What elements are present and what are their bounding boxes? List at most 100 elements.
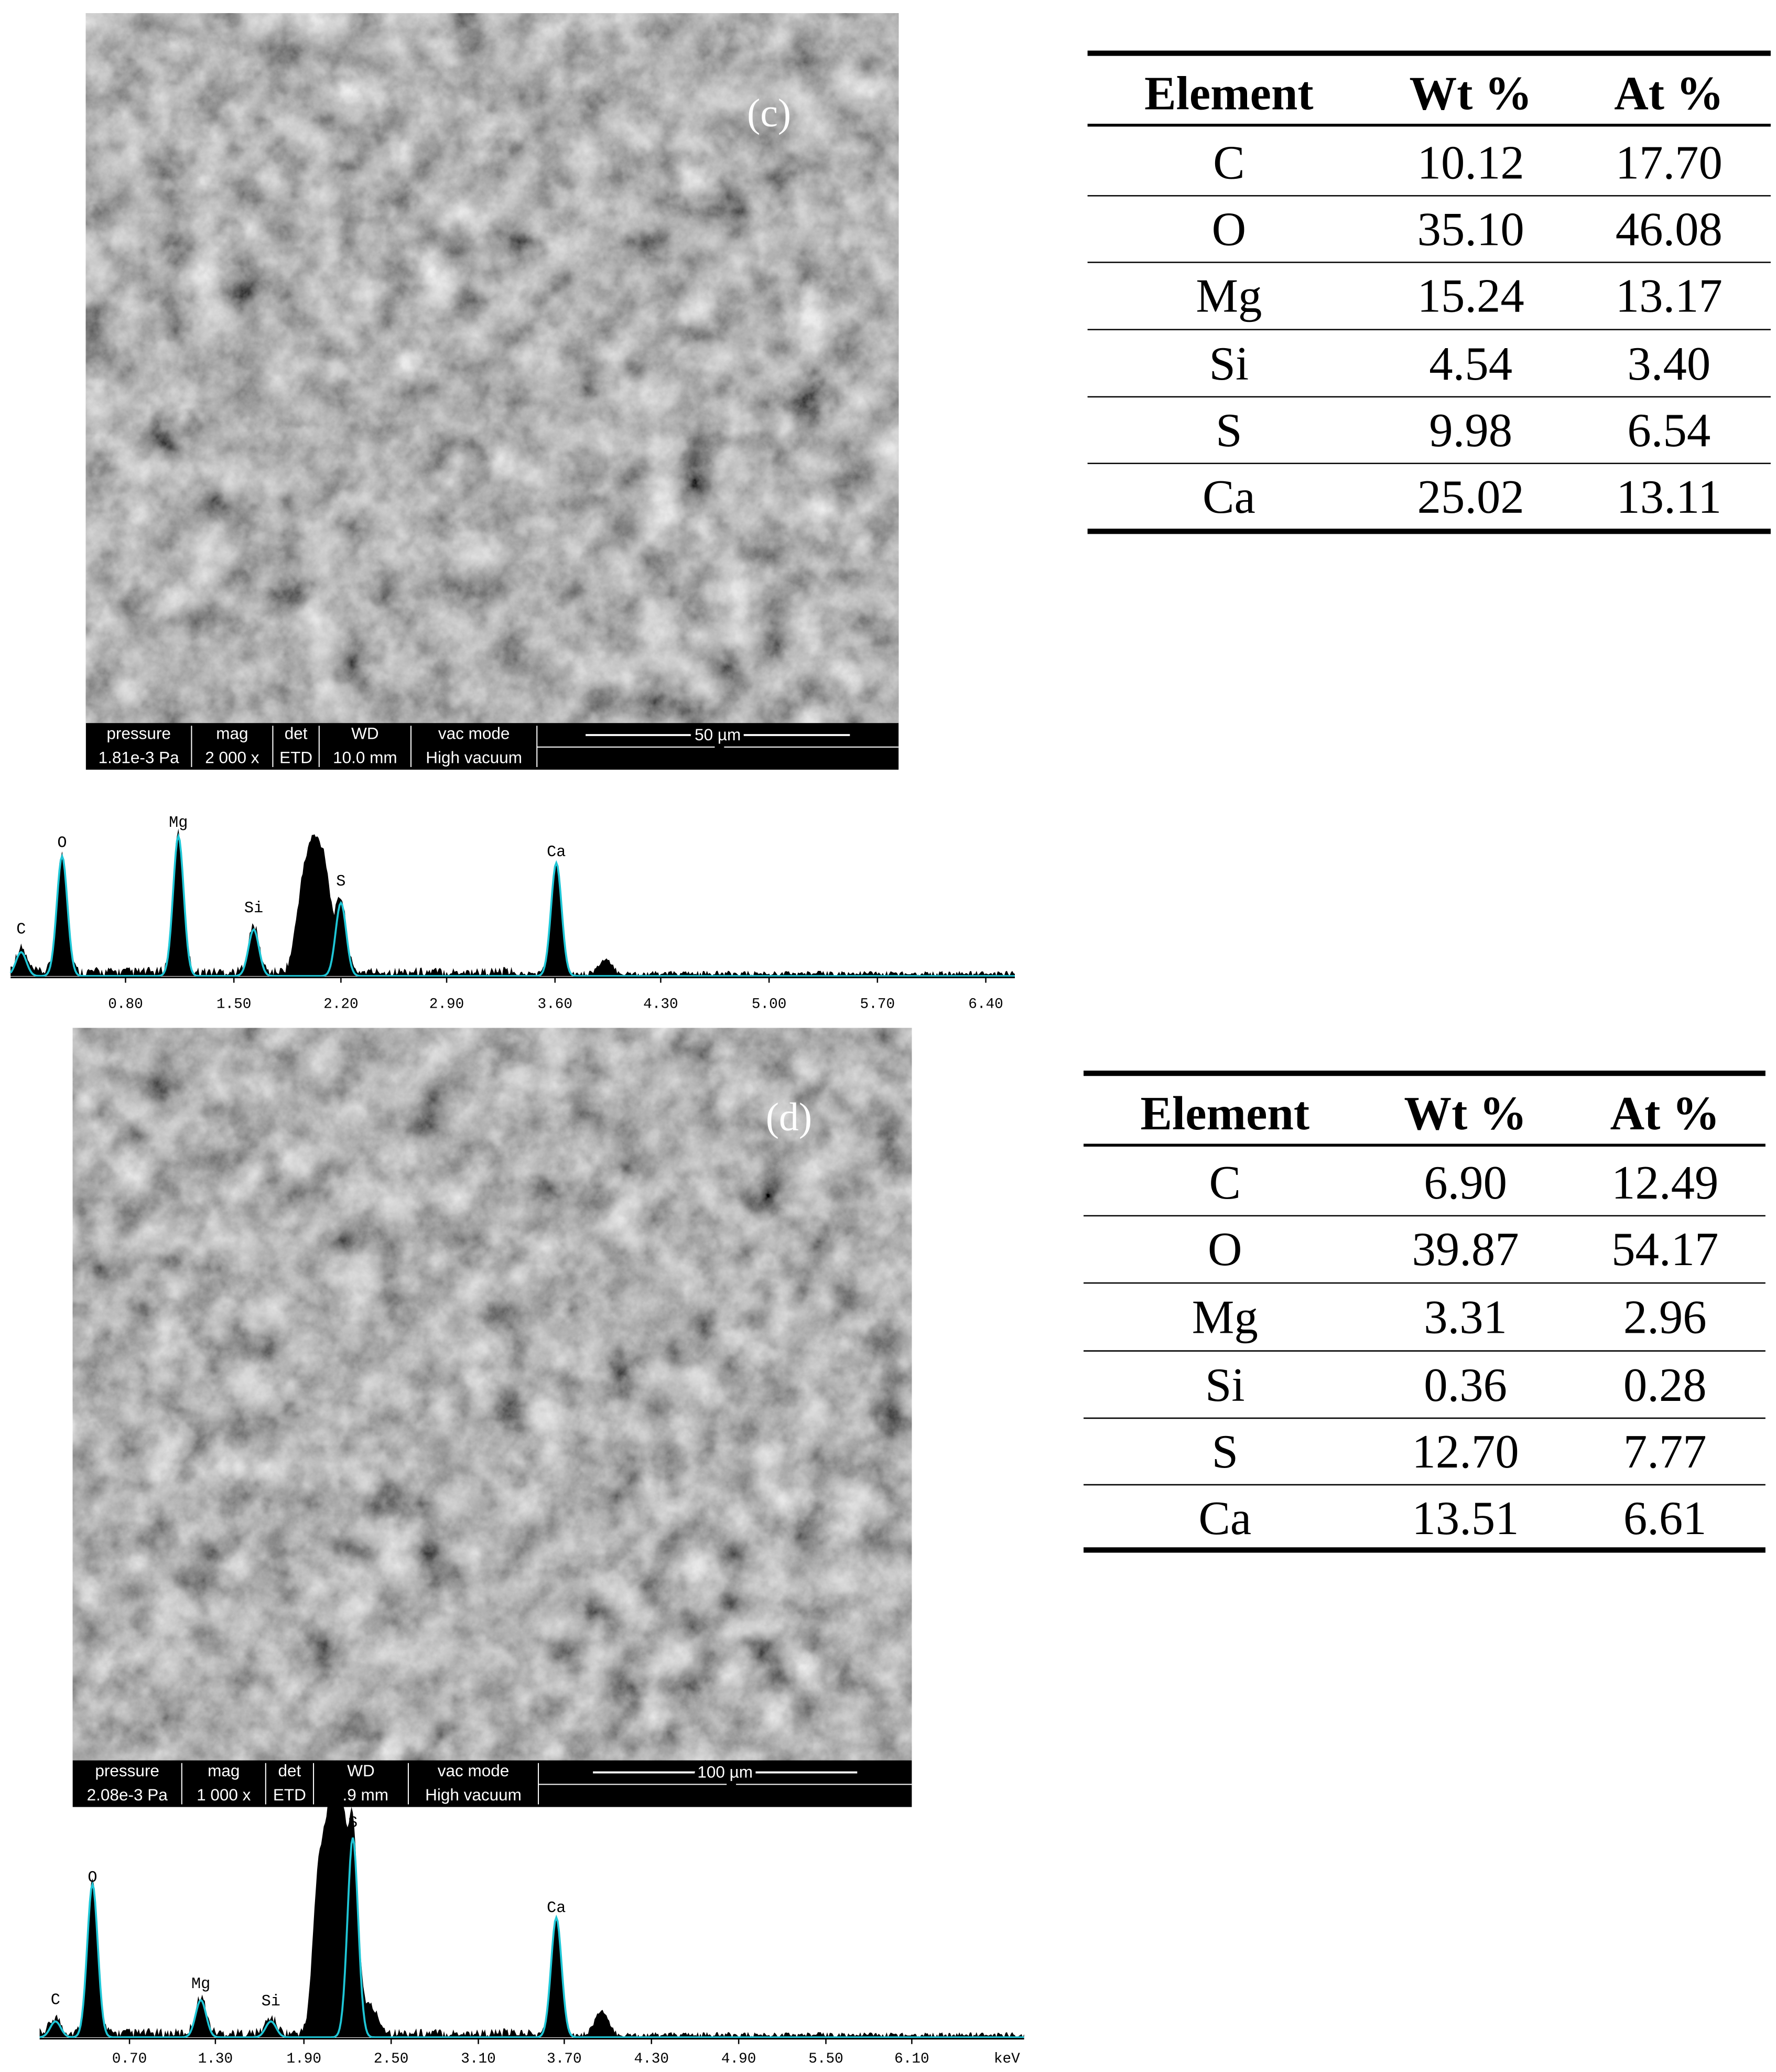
tick-label: 4.30 (634, 2051, 669, 2067)
peak-label: C (51, 1991, 60, 2009)
info-key: det (285, 724, 308, 743)
peak-label: Ca (547, 1900, 566, 1917)
table-cell: S (1216, 404, 1242, 457)
table-cell: Si (1209, 337, 1249, 390)
table-cell: C (1213, 136, 1245, 189)
table-cell: S (1212, 1425, 1238, 1478)
info-value: 10.0 mm (333, 748, 397, 767)
table-cell: 13.51 (1412, 1492, 1519, 1545)
info-value: ETD (273, 1785, 306, 1804)
table-cell: 13.11 (1616, 470, 1721, 523)
tick-label: 0.70 (112, 2051, 147, 2067)
tick-label: 5.00 (752, 997, 787, 1013)
info-key: vac mode (438, 724, 510, 743)
table-cell: Mg (1192, 1290, 1258, 1343)
table-cell: O (1208, 1223, 1242, 1276)
peak-label: Ca (547, 844, 566, 861)
tick-label: 3.10 (461, 2051, 496, 2067)
table-cell: Ca (1198, 1492, 1251, 1545)
tick-label: 3.60 (537, 997, 572, 1013)
peak-label: Mg (191, 1976, 210, 1993)
info-value: 1 000 x (197, 1785, 251, 1804)
table-cell: 46.08 (1616, 202, 1723, 255)
table-cell: 6.90 (1424, 1156, 1507, 1209)
sem-image (72, 1028, 912, 1761)
table-cell: 3.31 (1424, 1290, 1507, 1343)
axis-unit: keV (994, 2051, 1020, 2067)
table-cell: 7.77 (1623, 1425, 1707, 1478)
tick-label: 5.50 (808, 2051, 843, 2067)
table-header: Element (1141, 1086, 1310, 1139)
table-header: Wt % (1409, 67, 1532, 120)
table-cell: 12.70 (1412, 1425, 1519, 1478)
peak-label: O (88, 1869, 97, 1887)
tick-label: 2.50 (374, 2051, 409, 2067)
table-cell: 15.24 (1417, 269, 1524, 322)
tick-label: 3.70 (547, 2051, 582, 2067)
spectrum-counts (10, 828, 1015, 976)
info-value: 2.08e-3 Pa (87, 1785, 168, 1804)
table-cell: Si (1205, 1358, 1245, 1411)
table-cell: 39.87 (1412, 1223, 1519, 1276)
sem-image (85, 13, 899, 724)
panel-label: (c) (747, 91, 791, 135)
info-key: WD (347, 1761, 374, 1780)
scale-label: 100 µm (697, 1763, 753, 1782)
tick-label: 1.50 (216, 997, 252, 1013)
table-cell: 4.54 (1429, 337, 1512, 390)
info-value: High vacuum (425, 1785, 522, 1804)
peak-label: Si (262, 1993, 280, 2011)
table-cell: 54.17 (1611, 1223, 1718, 1276)
info-bar (85, 723, 899, 770)
table-header: At % (1614, 67, 1724, 120)
peak-label: S (336, 873, 345, 891)
table-cell: 6.61 (1623, 1492, 1707, 1545)
info-key: det (278, 1761, 301, 1780)
tick-label: 1.90 (287, 2051, 322, 2067)
info-key: vac mode (438, 1761, 510, 1780)
info-bar (72, 1760, 912, 1807)
info-value: ETD (279, 748, 312, 767)
table-cell: 12.49 (1611, 1156, 1718, 1209)
info-value: 1.81e-3 Pa (99, 748, 179, 767)
table-cell: O (1212, 202, 1247, 255)
table-cell: 10.12 (1417, 136, 1524, 189)
tick-label: 0.80 (108, 997, 143, 1013)
peak-label: Si (244, 900, 263, 918)
table-header: Wt % (1404, 1086, 1526, 1139)
table-cell: Mg (1196, 269, 1262, 322)
info-key: pressure (106, 724, 171, 743)
spectrum-fit (39, 1837, 1024, 2038)
table-cell: 6.54 (1627, 404, 1710, 457)
panel-label: (d) (766, 1095, 812, 1139)
scale-label: 50 µm (695, 725, 741, 744)
peak-label: O (57, 834, 67, 852)
table-cell: Ca (1203, 470, 1255, 523)
tick-label: 6.40 (968, 997, 1003, 1013)
info-value: High vacuum (426, 748, 522, 767)
peak-label: S (348, 1815, 358, 1832)
tick-label: 5.70 (860, 997, 895, 1013)
info-key: pressure (95, 1761, 159, 1780)
table-cell: 3.40 (1627, 337, 1710, 390)
tick-label: 1.30 (198, 2051, 233, 2067)
table-cell: 17.70 (1616, 136, 1723, 189)
table-cell: 35.10 (1417, 202, 1524, 255)
tick-label: 4.90 (721, 2051, 756, 2067)
table-cell: 2.96 (1623, 1290, 1707, 1343)
tick-label: 2.20 (323, 997, 359, 1013)
table-cell: 25.02 (1417, 470, 1524, 523)
info-key: mag (216, 724, 248, 743)
table-cell: C (1209, 1156, 1241, 1209)
table-header: Element (1144, 67, 1314, 120)
info-key: mag (208, 1761, 240, 1780)
table-cell: 9.98 (1429, 404, 1512, 457)
table-cell: 0.36 (1424, 1358, 1507, 1411)
peak-label: Mg (169, 814, 188, 832)
table-cell: 13.17 (1616, 269, 1723, 322)
spectrum-fit (9, 833, 1015, 977)
peak-label: C (16, 921, 26, 938)
tick-label: 4.30 (643, 997, 678, 1013)
table-cell: 0.28 (1623, 1358, 1707, 1411)
